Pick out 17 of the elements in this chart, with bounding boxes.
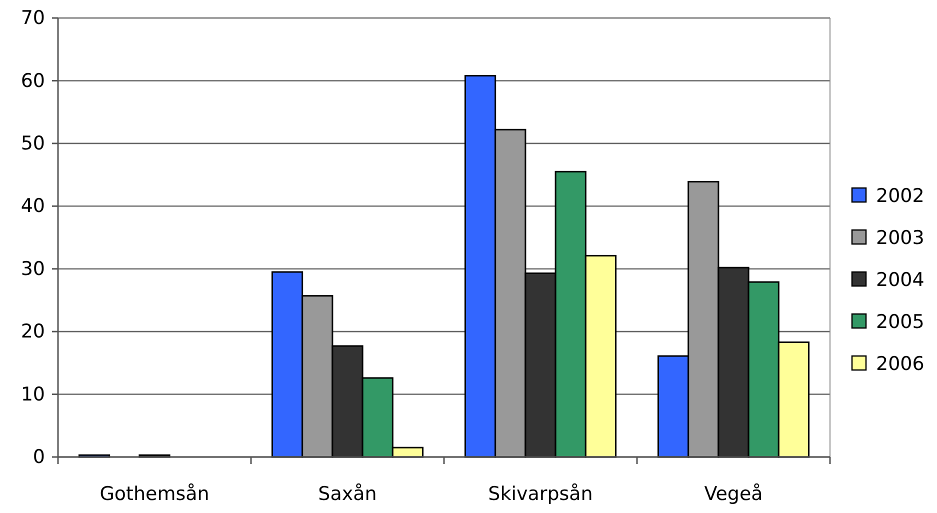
legend-label: 2006: [876, 353, 924, 375]
x-tick-label: Saxån: [318, 483, 377, 505]
y-tick-label: 10: [20, 383, 45, 406]
x-tick-label: Vegeå: [704, 483, 763, 505]
legend-label: 2004: [876, 269, 924, 291]
y-tick-label: 30: [20, 258, 45, 280]
y-tick-label: 0: [32, 446, 45, 468]
y-tick-label: 70: [20, 7, 45, 30]
legend-label: 2005: [876, 311, 924, 333]
y-tick-label: 60: [20, 70, 45, 92]
legend-label: 2003: [876, 227, 924, 249]
y-tick-label: 50: [20, 132, 45, 155]
y-tick-label: 20: [20, 320, 45, 343]
x-tick-label: Gothemsån: [100, 483, 210, 505]
legend-label: 2002: [876, 185, 924, 207]
x-tick-label: Skivarpsån: [488, 483, 593, 505]
y-tick-label: 40: [20, 195, 45, 218]
